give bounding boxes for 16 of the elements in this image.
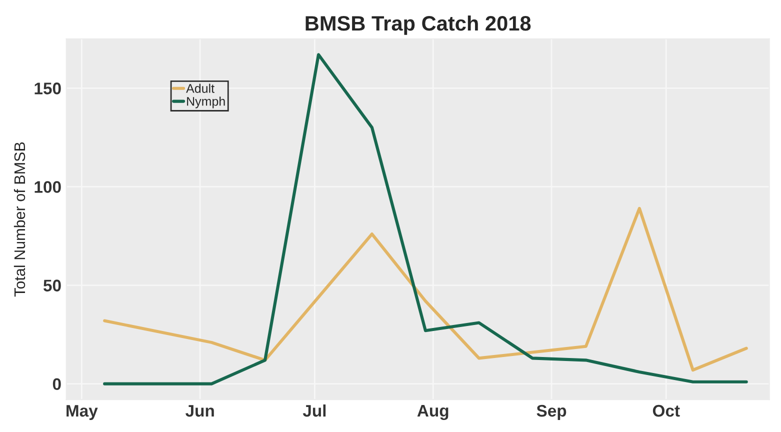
x-tick-label: May [66,405,98,420]
y-tick-label: 50 [44,280,61,292]
x-tick-label: Jun [186,405,214,417]
x-tick-label: Sep [536,404,566,420]
y-tick-label: 100 [34,181,61,193]
chart-title: BMSB Trap Catch 2018 [306,15,531,35]
line-series [103,53,748,386]
legend-label: Adult [186,84,214,93]
x-tick-label: Oct [652,404,680,417]
legend-label: Nymph [187,96,225,108]
x-tick-label: Jul [302,404,326,417]
line-series [103,206,748,372]
y-axis-title: Total Number of BMSB [14,142,26,297]
x-tick-label: Aug [417,405,448,420]
y-tick-label: 0 [52,378,61,390]
y-tick-label: 150 [34,82,61,94]
